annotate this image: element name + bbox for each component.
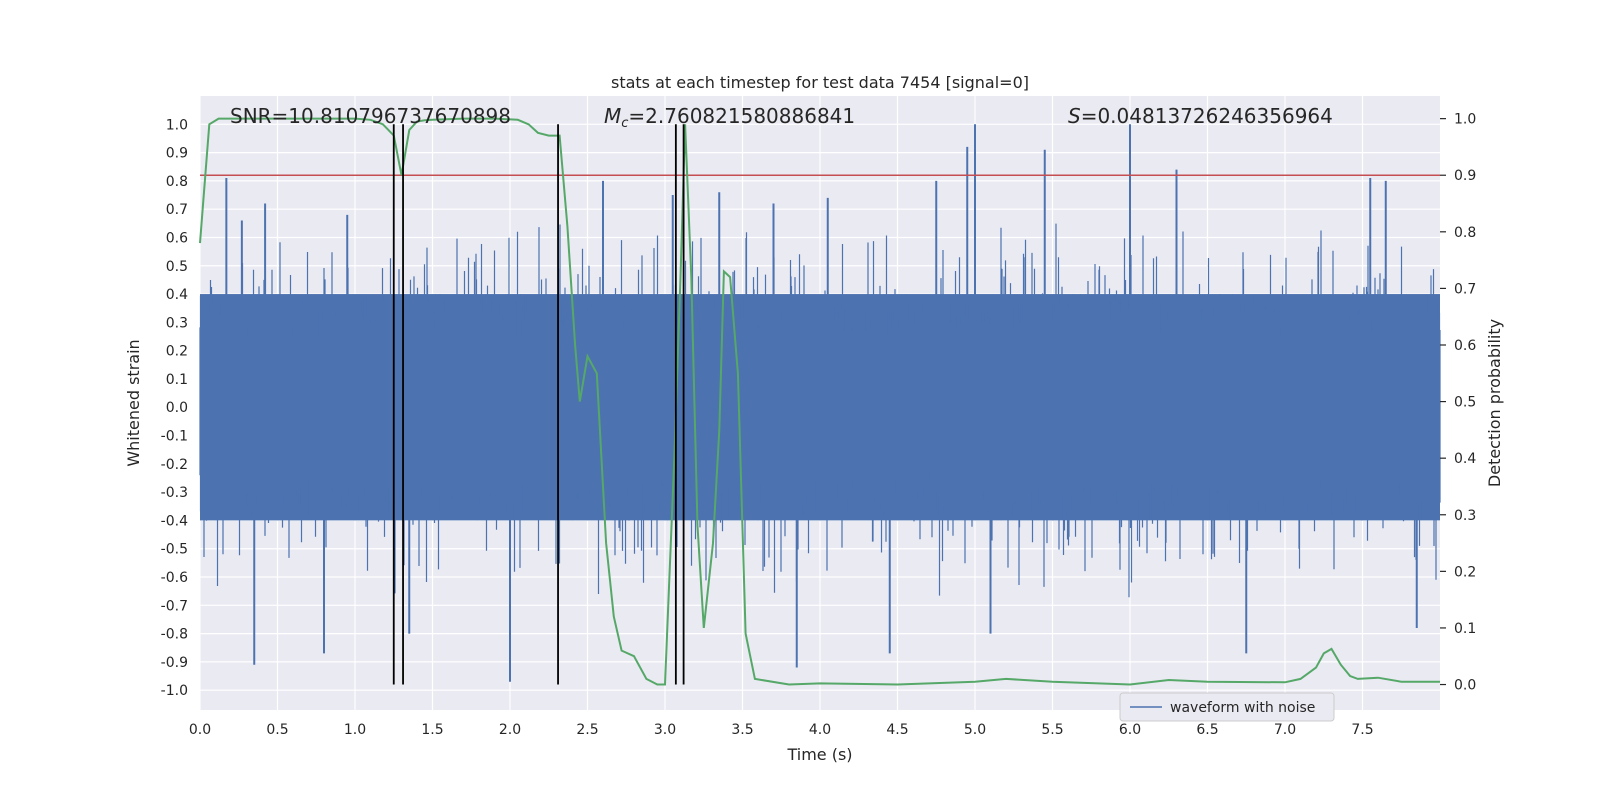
y-left-axis-label: Whitened strain xyxy=(124,339,143,466)
y-left-tick-label: -1.0 xyxy=(161,683,188,699)
y-right-tick-label: 0.2 xyxy=(1454,564,1476,580)
chirp-mass-value: =2.760821580886841 xyxy=(628,104,855,128)
y-right-tick-label: 0.4 xyxy=(1454,451,1476,467)
x-tick-label: 5.0 xyxy=(964,722,986,738)
y-left-axis-ticks: 1.0 0.9 0.8 0.7 0.6 0.5 0.4 0.3 0.2 0.1 0.0 -0.1 -0.… xyxy=(161,117,188,699)
legend-label: waveform with noise xyxy=(1170,700,1315,716)
event-lines xyxy=(392,124,685,685)
x-tick-label: 0.5 xyxy=(266,722,288,738)
x-axis-ticks: 0.0 0.5 1.0 1.5 2.0 2.5 3.0 3.5 4.0 4.5 5.0 5.5 6.0 6… xyxy=(189,722,1374,738)
x-tick-label: 5.5 xyxy=(1041,722,1063,738)
y-left-tick-label: 0.1 xyxy=(166,372,188,388)
y-left-tick-label: -0.4 xyxy=(161,513,188,529)
legend-box xyxy=(1119,692,1335,722)
waveform-series xyxy=(199,124,1441,682)
y-left-tick-label: -0.3 xyxy=(161,485,188,501)
y-left-tick-label: 0.7 xyxy=(166,202,188,218)
x-tick-label: 1.0 xyxy=(344,722,366,738)
x-tick-label: 2.5 xyxy=(576,722,598,738)
x-tick-label: 3.5 xyxy=(731,722,753,738)
x-tick-label: 4.5 xyxy=(886,722,908,738)
y-left-tick-label: 1.0 xyxy=(166,117,188,133)
x-tick-label: 2.0 xyxy=(499,722,521,738)
chart-title: stats at each timestep for test data 745… xyxy=(611,73,1029,92)
y-left-tick-label: -0.8 xyxy=(161,627,188,643)
y-left-tick-label: 0.3 xyxy=(166,315,188,331)
y-left-tick-label: -0.2 xyxy=(161,457,188,473)
detection-probability-line xyxy=(199,117,1440,686)
chirp-mass-annotation: Mc=2.760821580886841 xyxy=(604,104,855,131)
y-right-tick-label: 1.0 xyxy=(1454,112,1476,128)
y-left-tick-label: 0.8 xyxy=(166,174,188,190)
y-left-tick-label: -0.9 xyxy=(161,655,188,671)
x-tick-label: 1.5 xyxy=(421,722,443,738)
y-left-tick-label: -0.1 xyxy=(161,429,188,445)
detection-probability-layer xyxy=(199,117,1440,686)
x-axis-label: Time (s) xyxy=(786,745,852,764)
y-left-tick-label: 0.0 xyxy=(166,400,188,416)
chirp-mass-symbol: M xyxy=(604,104,621,128)
y-right-tick-label: 0.7 xyxy=(1454,281,1476,297)
y-left-tick-label: -0.7 xyxy=(161,598,188,614)
y-right-tick-label: 0.0 xyxy=(1454,678,1476,694)
y-left-tick-label: 0.5 xyxy=(166,259,188,275)
legend: waveform with noise xyxy=(1119,692,1335,722)
x-tick-label: 7.0 xyxy=(1274,722,1296,738)
y-left-tick-label: 0.4 xyxy=(166,287,188,303)
x-tick-label: 6.5 xyxy=(1196,722,1218,738)
y-left-tick-label: -0.5 xyxy=(161,542,188,558)
s-annotation: S=0.04813726246356964 xyxy=(1068,104,1333,128)
y-left-tick-label: 0.2 xyxy=(166,344,188,360)
s-symbol: S xyxy=(1068,104,1081,128)
y-left-tick-label: 0.6 xyxy=(166,230,188,246)
y-right-tick-label: 0.6 xyxy=(1454,338,1476,354)
x-tick-label: 7.5 xyxy=(1351,722,1373,738)
x-tick-label: 6.0 xyxy=(1119,722,1141,738)
y-left-tick-label: 0.9 xyxy=(166,146,188,162)
y-left-tick-label: -0.6 xyxy=(161,570,188,586)
y-right-tick-label: 0.3 xyxy=(1454,508,1476,524)
snr-annotation: SNR=10.810796737670898 xyxy=(230,104,511,128)
y-right-axis-ticks: 1.0 0.9 0.8 0.7 0.6 0.5 0.4 0.3 0.2 0.1 0.0 xyxy=(1440,112,1476,694)
y-right-tick-label: 0.8 xyxy=(1454,225,1476,241)
x-tick-label: 4.0 xyxy=(809,722,831,738)
y-right-tick-label: 0.9 xyxy=(1454,168,1476,184)
y-right-tick-label: 0.1 xyxy=(1454,621,1476,637)
y-right-axis-label: Detection probability xyxy=(1485,319,1504,487)
x-tick-label: 3.0 xyxy=(654,722,676,738)
s-value: =0.04813726246356964 xyxy=(1081,104,1333,128)
chirp-mass-subscript: c xyxy=(621,116,628,131)
y-right-tick-label: 0.5 xyxy=(1454,395,1476,411)
x-tick-label: 0.0 xyxy=(189,722,211,738)
